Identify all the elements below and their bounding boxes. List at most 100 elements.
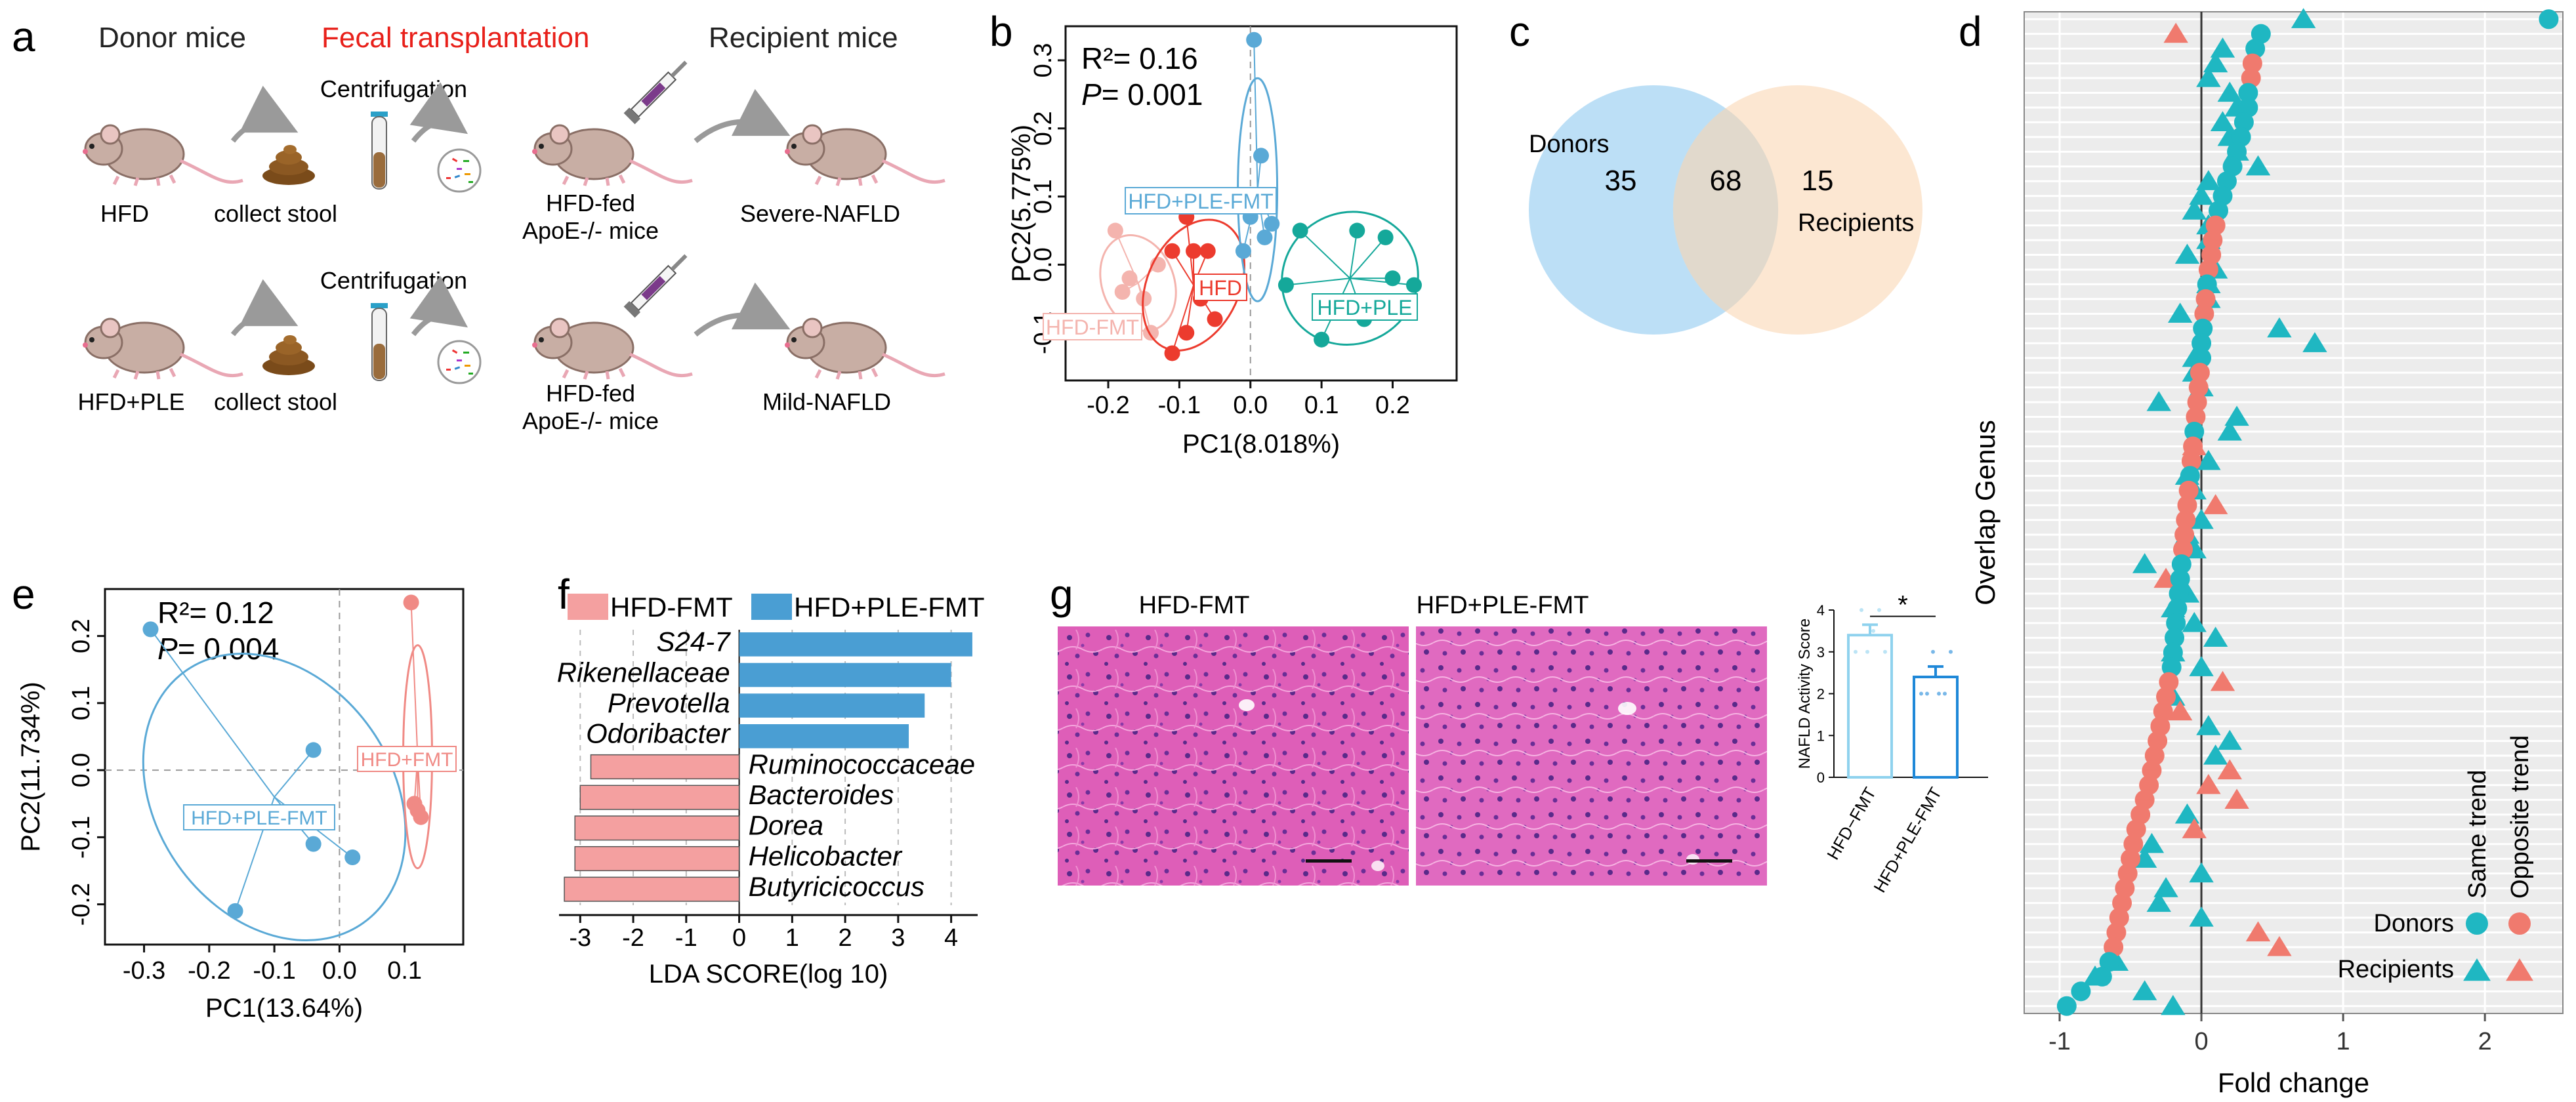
spoke-line [1349,237,1386,279]
score-point [1859,608,1863,612]
recipients-triangle [2196,449,2221,470]
panel-letter-a: a [12,13,35,60]
lda-bar [739,693,925,718]
donors-circle [2238,83,2258,103]
donors-circle [2142,760,2162,781]
recipients-triangle [2217,81,2242,102]
recipient-mouse-icon [532,125,692,186]
group-label-box [1312,293,1418,321]
score-point [1877,608,1881,612]
venn-overlap-count: 68 [1710,165,1742,197]
donors-circle [2194,304,2214,324]
recipients-triangle [2196,773,2221,794]
panel-b: b R²= 0.16 P= 0.001 -0.2-0.10.00.10.2-0.… [989,8,1458,459]
recipients-triangle [2167,700,2193,721]
venn-donor-only-count: 35 [1605,165,1637,197]
donors-circle [2193,318,2213,338]
lda-bar [739,724,909,748]
microbiota-dish-icon [437,148,482,193]
data-point [1314,331,1330,348]
recipients-triangle [2224,788,2249,809]
r2-label-b: R²= 0.16 [1081,41,1198,75]
data-point [1278,277,1294,293]
plot-frame-e [104,588,465,946]
x-tick-label: 1 [2337,1028,2350,1055]
score-point [1931,649,1935,654]
x-axis-label: PC1(13.64%) [205,994,363,1023]
donors-circle [2245,39,2266,59]
y-axis-label: PC2(11.734%) [16,682,45,851]
recipients-triangle [2203,494,2228,514]
donors-circle [2177,495,2197,516]
data-point [1257,229,1273,245]
donors-circle [2181,451,2201,471]
donors-circle [2109,908,2129,928]
legend-col-label: Same trend [2464,770,2491,899]
fecal-transplantation-title: Fecal transplantation [322,22,589,54]
data-point [227,903,243,919]
x-tick-label: 2 [839,924,852,952]
donors-circle [2201,245,2222,265]
donors-circle [2159,672,2179,692]
recipients-triangle [2196,715,2221,735]
donors-circle [2242,53,2262,73]
panel-letter-f: f [558,571,570,618]
donors-circle [2163,642,2183,663]
x-tick-label: -3 [569,924,591,952]
donors-circle [2153,701,2173,722]
recipients-triangle [2167,302,2193,323]
recipients-triangle [2189,907,2214,927]
y-tick-label: 0.0 [1029,247,1057,282]
legend-opposite-donors [2508,912,2531,935]
row2-recipient-line1: HFD-fed [546,380,635,407]
data-point [1405,277,1422,293]
y-tick-label: 0.1 [1029,179,1057,214]
y-axis-label: Overlap Genus [1970,420,2001,605]
spoke-line [1299,230,1351,279]
x-tick-label: 0 [732,924,746,952]
recipients-triangle [2203,745,2228,765]
panel-e: e R²= 0.12 P= 0.004 -0.3 -0.2 -0.1 0.0 0.1-0… [12,571,465,1023]
y-axis-label: PC2(5.775%) [1007,125,1036,282]
group-label-box [1125,187,1277,214]
data-point [1143,325,1159,341]
donors-circle [2233,112,2254,133]
recipients-triangle [2210,670,2235,691]
legend-swatch-hfd-fmt [568,594,608,620]
recipients-triangle [2189,508,2214,529]
donors-circle [2123,834,2144,854]
spoke-line [1171,285,1195,354]
donors-circle [2144,746,2165,766]
recipients-triangle [2174,243,2200,264]
y-tick-label: 1 [1817,727,1825,744]
data-point [1349,222,1365,239]
y-axis-label: NAFLD Activity Score [1796,619,1814,769]
recipients-triangle [2163,22,2188,43]
significance-marker: * [1898,591,1908,620]
data-point [305,742,322,758]
recipients-triangle [2189,656,2214,676]
recipients-triangle [2132,980,2157,1000]
group-ellipse [142,653,407,941]
syringe-icon [623,56,692,125]
lda-bar [739,632,972,657]
data-point [1235,243,1251,259]
group-label-box [1194,274,1247,301]
score-point [1865,649,1869,654]
data-point [1107,222,1123,239]
recipients-triangle [2153,877,2178,897]
x-tick-label: 0 [2194,1028,2208,1055]
legend-col-label: Opposite trend [2506,735,2534,899]
data-point [1246,31,1262,48]
data-point [1207,311,1223,327]
score-point [1943,691,1947,696]
recipients-triangle [2174,803,2200,824]
score-bar [1847,634,1893,779]
legend-swatch-ple-fmt [751,594,792,620]
donors-circle [2112,893,2132,913]
legend-label-hfd-fmt: HFD-FMT [610,592,733,622]
data-point [1253,148,1269,164]
donors-circle [2099,952,2119,972]
row1-donor-label: HFD [100,200,149,227]
group-label: HFD+PLE-FMT [191,807,327,829]
